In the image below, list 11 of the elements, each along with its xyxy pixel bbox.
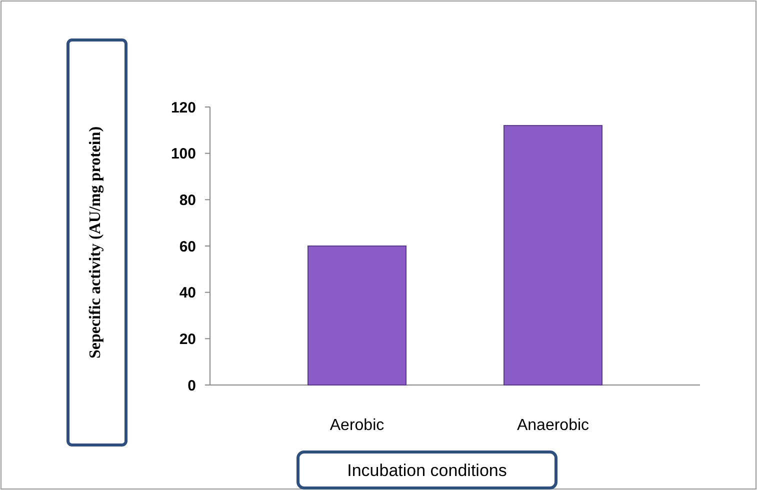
y-axis-title: Sepecific activity (AU/mg protein) [87,126,104,359]
y-tick-label: 100 [170,146,196,163]
y-tick-label: 40 [179,284,196,302]
y-tick-label: 0 [188,377,196,394]
x-tick-label: Anaerobic [516,417,590,434]
y-tick-label: 60 [179,238,196,256]
x-tick-label: Aerobic [330,417,384,434]
y-tick-label: 20 [179,330,196,348]
y-tick-label: 120 [170,99,196,116]
x-axis-title: Incubation conditions [347,461,507,480]
y-tick-label: 80 [179,192,196,209]
